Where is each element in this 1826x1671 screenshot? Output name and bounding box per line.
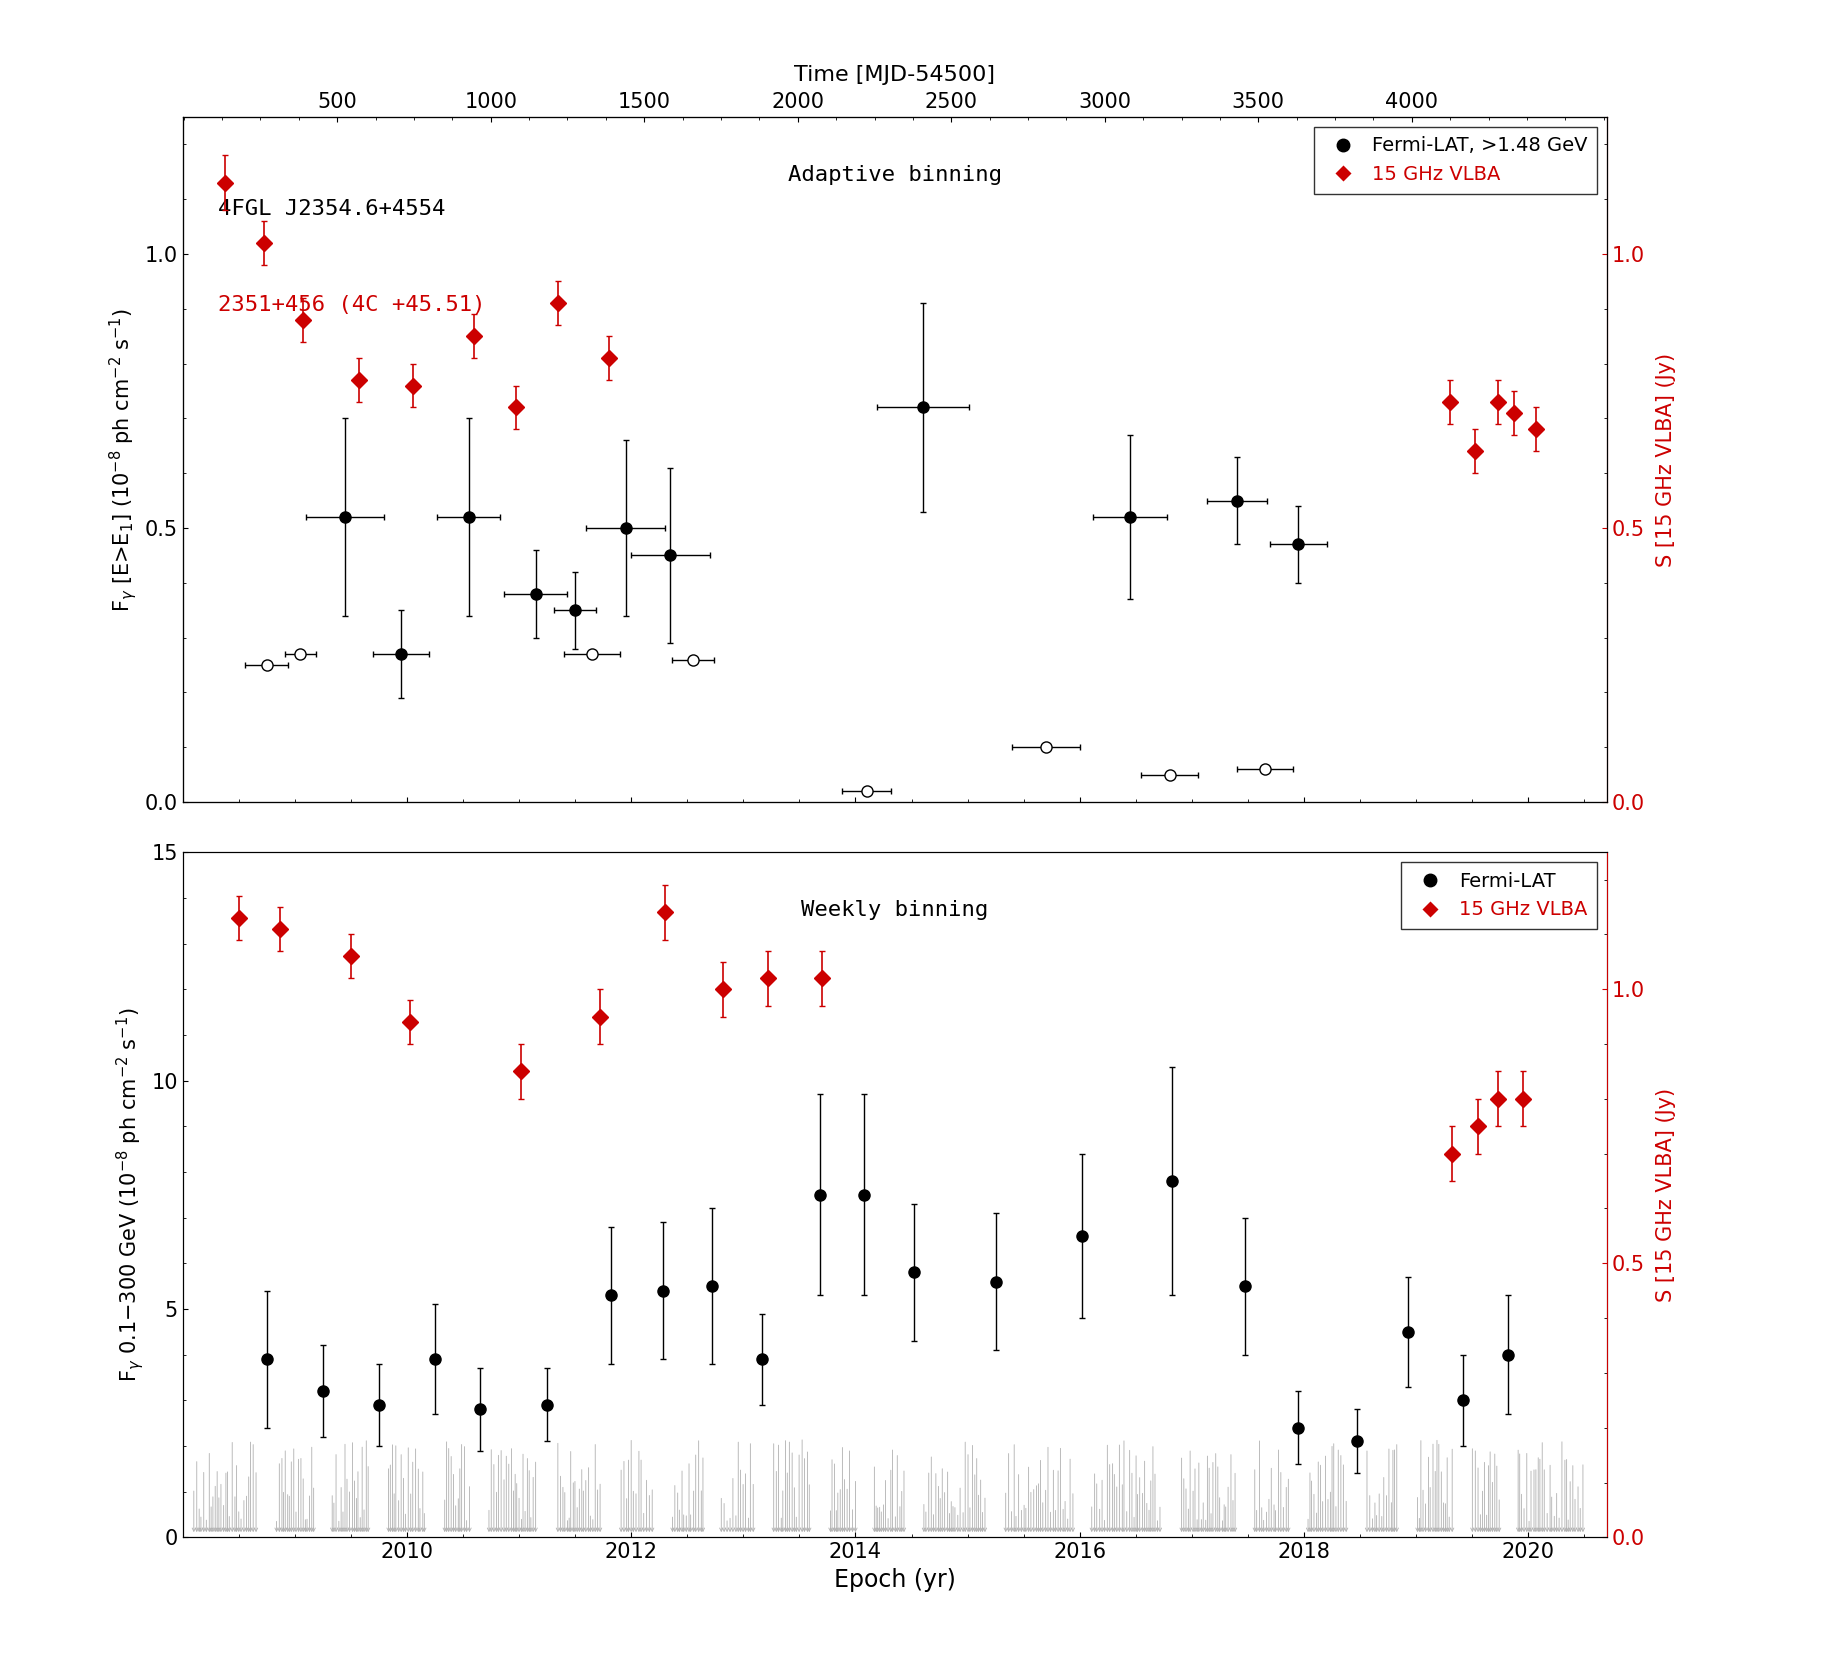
Y-axis label: S [15 GHz VLBA] (Jy): S [15 GHz VLBA] (Jy)	[1656, 353, 1676, 566]
Y-axis label: F$_{\gamma}$ [E>E$_1$] (10$^{-8}$ ph cm$^{-2}$ s$^{-1}$): F$_{\gamma}$ [E>E$_1$] (10$^{-8}$ ph cm$…	[108, 307, 139, 612]
Y-axis label: F$_{\gamma}$ 0.1$-$300 GeV (10$^{-8}$ ph cm$^{-2}$ s$^{-1}$): F$_{\gamma}$ 0.1$-$300 GeV (10$^{-8}$ ph…	[113, 1008, 146, 1382]
Text: Weekly binning: Weekly binning	[802, 901, 988, 921]
Text: Adaptive binning: Adaptive binning	[787, 165, 1002, 185]
Legend: Fermi-LAT, 15 GHz VLBA: Fermi-LAT, 15 GHz VLBA	[1401, 862, 1598, 929]
Y-axis label: S [15 GHz VLBA] (Jy): S [15 GHz VLBA] (Jy)	[1656, 1088, 1676, 1302]
X-axis label: Time [MJD-54500]: Time [MJD-54500]	[794, 65, 995, 85]
Text: 2351+456 (4C +45.51): 2351+456 (4C +45.51)	[217, 296, 486, 316]
X-axis label: Epoch (yr): Epoch (yr)	[834, 1567, 955, 1592]
Legend: Fermi-LAT, >1.48 GeV, 15 GHz VLBA: Fermi-LAT, >1.48 GeV, 15 GHz VLBA	[1313, 127, 1598, 194]
Text: 4FGL J2354.6+4554: 4FGL J2354.6+4554	[217, 199, 446, 219]
